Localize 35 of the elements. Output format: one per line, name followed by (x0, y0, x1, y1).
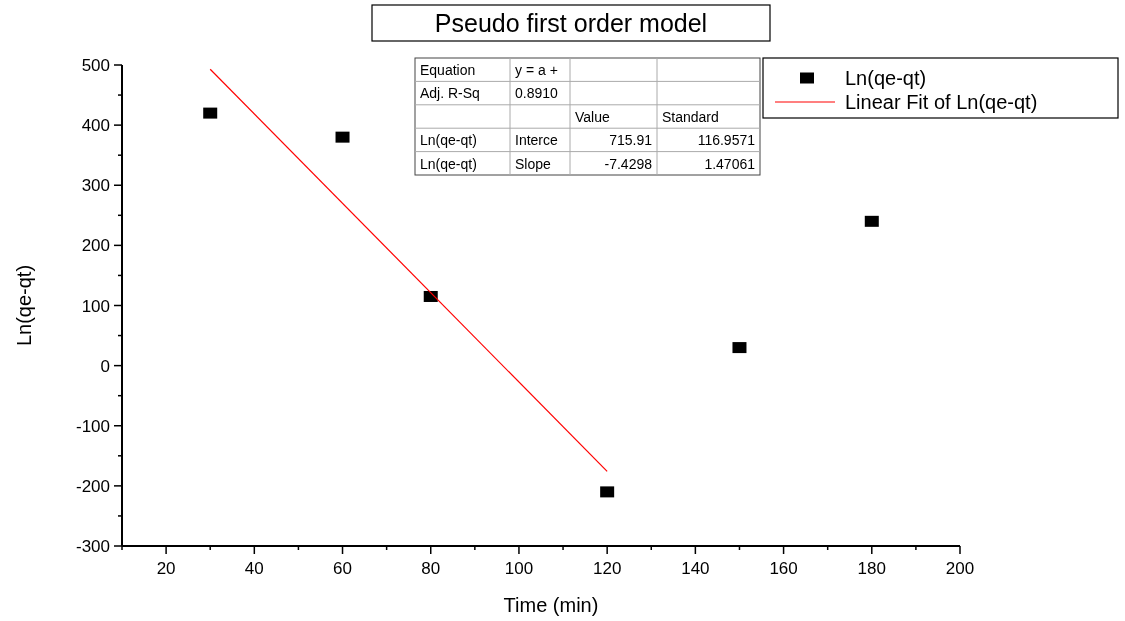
point (423, 290, 438, 302)
text: Value Standard (575, 108, 719, 125)
text: Equation y = a + (420, 62, 558, 78)
y-axis-title: Ln(qe-qt) (13, 264, 35, 347)
chart-title: Pseudo first order model (434, 9, 708, 37)
x-tick-label: 40 (244, 559, 264, 578)
point (864, 215, 879, 227)
text: Adj. R-Sq 0.8910 (420, 85, 558, 102)
y-tick-label: -200 (75, 476, 110, 496)
point (732, 342, 747, 354)
y-tick-label: 400 (81, 116, 110, 136)
y-tick-label: -100 (75, 416, 110, 436)
point (600, 486, 615, 498)
y-tick-label: 500 (81, 56, 110, 75)
x-tick-label: 60 (333, 559, 352, 578)
y-tick-label: 300 (81, 176, 110, 196)
x-tick-label: 120 (592, 559, 622, 578)
y-tick-label: 100 (81, 296, 110, 316)
x-tick-label: 20 (156, 559, 176, 578)
legend-label: Ln(qe-qt) (845, 67, 927, 89)
y-tick-label: -300 (75, 537, 110, 556)
point (203, 107, 218, 119)
x-axis-title: Time (min) (503, 594, 599, 616)
y-tick-label: 200 (81, 236, 110, 256)
x-tick-label: 160 (769, 559, 798, 578)
x-tick-label: 180 (857, 559, 886, 578)
x-tick-label: 200 (945, 559, 975, 578)
text: Ln(qe-qt) Slope -7.4298 1.47061 (420, 155, 755, 172)
x-tick-label: 100 (504, 559, 534, 578)
point (335, 131, 350, 143)
legend-label: Linear Fit of Ln(qe-qt) (845, 91, 1038, 113)
x-tick-label: 80 (421, 559, 441, 578)
y-tick-label: 0 (100, 356, 110, 376)
text: Ln(qe-qt) Interce 715.91 116.9571 (420, 132, 755, 149)
x-tick-label: 140 (681, 559, 710, 578)
